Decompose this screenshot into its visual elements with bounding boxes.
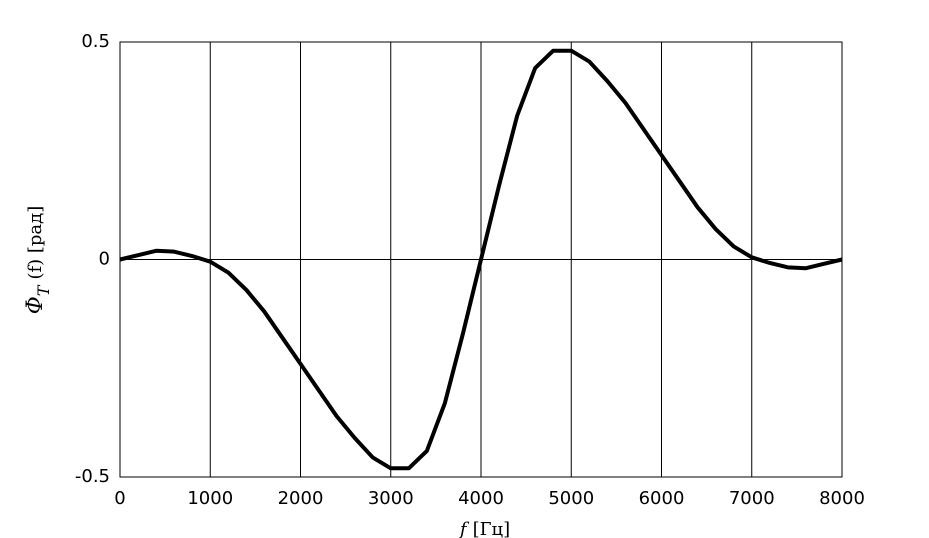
x-axis-label: f [Гц]	[458, 519, 510, 538]
y-label-symbol: Φ	[23, 296, 48, 314]
x-tick-label: 3000	[368, 488, 414, 509]
y-tick-label: 0	[99, 249, 110, 270]
data-line	[119, 48, 843, 471]
x-tick-label: 2000	[278, 488, 324, 509]
y-axis-label: ΦT (f) [рад]	[23, 206, 53, 315]
x-tick-label: 5000	[548, 488, 594, 509]
x-label-symbol: f	[458, 519, 470, 538]
y-label-subscript: T	[34, 284, 53, 296]
x-label-unit: [Гц]	[473, 519, 511, 538]
x-tick-label: 0	[114, 488, 125, 509]
x-tick-label: 8000	[819, 488, 865, 509]
y-tick-label: -0.5	[75, 466, 110, 487]
x-tick-label: 4000	[458, 488, 504, 509]
y-label-unit: (f) [рад]	[25, 206, 46, 280]
x-tick-label: 6000	[639, 488, 685, 509]
x-tick-label: 1000	[187, 488, 233, 509]
x-tick-label: 7000	[729, 488, 775, 509]
y-tick-label: 0.5	[81, 31, 110, 52]
